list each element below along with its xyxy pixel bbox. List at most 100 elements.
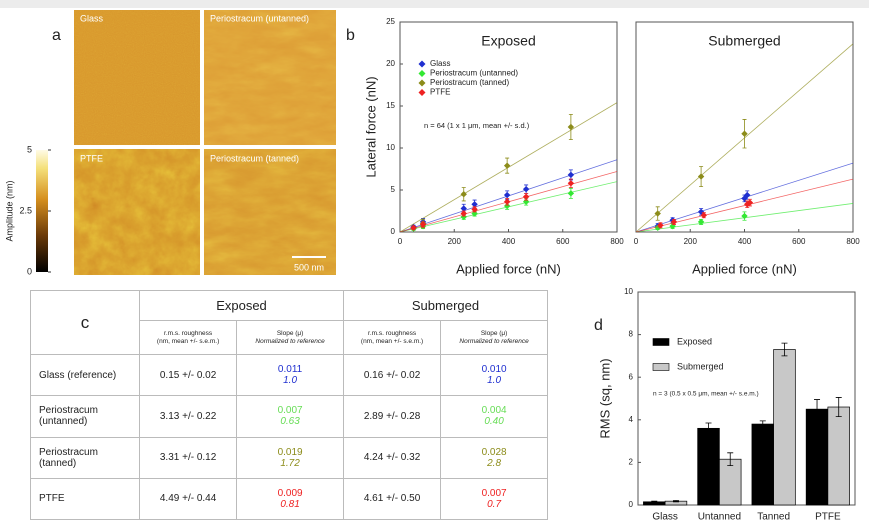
legend-label: Periostracum (tanned) [430, 78, 509, 87]
colorbar [36, 150, 48, 272]
image-label: Periostracum (untanned) [210, 13, 309, 23]
slope-normalized: 0.81 [280, 498, 300, 510]
series-group [636, 43, 853, 232]
slope-cell: 0.004 0.40 [440, 395, 548, 438]
subheader-line: Normalized to reference [459, 337, 529, 345]
x-tick-label: 800 [610, 237, 624, 246]
roughness-cell: 3.13 +/- 0.22 [138, 395, 238, 438]
x-tick-label: 600 [556, 237, 570, 246]
data-point [410, 224, 417, 231]
data-point [657, 222, 664, 229]
bar [805, 408, 829, 506]
x-tick-label: Tanned [757, 512, 790, 523]
afm-texture [204, 149, 336, 275]
row-label: Periostracum (untanned) [30, 395, 140, 438]
x-tick-label: 0 [398, 237, 403, 246]
legend-marker [418, 60, 426, 68]
panel-label: a [52, 27, 61, 44]
header-row: c Exposed Submerged [30, 290, 549, 355]
error-bar [781, 342, 788, 357]
data-point [567, 171, 575, 179]
data-point [460, 205, 467, 212]
series-group [400, 102, 617, 232]
slope-value: 0.028 [481, 446, 507, 458]
slope-cell: 0.019 1.72 [236, 436, 344, 479]
legend-marker [418, 79, 426, 87]
panel-label: d [594, 317, 603, 334]
colorbar-tick-label: 2.5 [19, 205, 32, 215]
x-tick-label: PTFE [815, 512, 841, 523]
x-axis-label: Applied force (nN) [692, 261, 797, 276]
slope-normalized: 0.40 [484, 416, 504, 428]
roughness-cell: 0.16 +/- 0.02 [342, 353, 442, 397]
results-table: c Exposed Submerged r.m.s. roughness (nm, me… [30, 290, 549, 521]
image-label: PTFE [80, 153, 103, 163]
image-label: Periostracum (tanned) [210, 153, 299, 163]
slope-value: 0.019 [277, 446, 303, 458]
roughness-cell: 4.49 +/- 0.44 [138, 477, 238, 521]
y-tick-label: 4 [629, 415, 634, 424]
data-point [741, 130, 748, 137]
afm-texture [74, 149, 200, 275]
slope-cell: 0.011 1.0 [236, 353, 344, 397]
legend-swatch [652, 363, 670, 371]
bar [697, 427, 720, 506]
bar [719, 458, 742, 506]
subheader-row: r.m.s. roughness (nm, mean +/- s.e.m.) Slo… [31, 320, 548, 355]
x-tick-label: 200 [448, 237, 462, 246]
y-tick-label: 10 [386, 143, 395, 152]
error-bar [814, 399, 821, 420]
data-point [522, 193, 530, 200]
roughness-cell: 3.31 +/- 0.12 [138, 436, 238, 479]
data-point [522, 185, 530, 193]
table-row: Glass (reference) 0.15 +/- 0.02 0.011 1.0 0.… [30, 353, 548, 397]
data-point [503, 202, 511, 210]
annotation: n = 64 (1 x 1 μm, mean +/- s.d.) [424, 121, 530, 130]
slope-normalized: 1.72 [280, 457, 300, 469]
subheader-line: Slope (μ) [480, 329, 508, 337]
image-label: Glass [80, 13, 104, 23]
fit-line [636, 178, 853, 232]
legend-label: PTFE [430, 88, 450, 97]
data-point [670, 218, 678, 226]
y-tick-label: 0 [629, 500, 634, 509]
error-bar [759, 420, 766, 428]
x-tick-label: Glass [652, 512, 678, 523]
y-tick-label: 25 [386, 17, 395, 26]
y-axis-label: Lateral force (nN) [363, 76, 378, 177]
slope-normalized: 2.8 [487, 457, 502, 469]
x-tick-label: 400 [738, 237, 752, 246]
data-point [419, 221, 427, 228]
bar [827, 406, 850, 506]
subheader-line: (nm, mean +/- s.e.m.) [156, 337, 220, 345]
legend-label: Submerged [677, 361, 724, 371]
subheader: r.m.s. roughness (nm, mean +/- s.e.m.) [342, 320, 442, 355]
slope-normalized: 0.7 [487, 498, 502, 510]
y-tick-label: 15 [386, 101, 395, 110]
afm-texture [204, 10, 336, 145]
slope-cell: 0.009 0.81 [236, 477, 344, 521]
roughness-cell: 2.89 +/- 0.28 [342, 395, 442, 438]
legend-swatch [652, 338, 670, 346]
group-header: Exposed [139, 290, 344, 321]
roughness-cell: 4.24 +/- 0.32 [342, 436, 442, 479]
row-label: PTFE [30, 477, 140, 521]
error-bar [705, 422, 712, 435]
x-tick-label: 200 [684, 237, 698, 246]
legend-marker [418, 89, 426, 96]
slope-cell: 0.010 1.0 [440, 353, 548, 397]
data-point [471, 206, 478, 213]
annotation: n = 3 (0.5 x 0.5 μm, mean +/- s.e.m.) [653, 391, 759, 398]
afm-texture [74, 10, 200, 145]
y-tick-label: 5 [391, 185, 396, 194]
slope-cell: 0.007 0.63 [236, 395, 344, 438]
roughness-cell: 0.15 +/- 0.02 [138, 353, 238, 397]
data-point [471, 201, 478, 208]
y-tick-label: 6 [629, 372, 634, 381]
data-point [460, 210, 467, 217]
subheader: Slope (μ) Normalized to reference [236, 320, 344, 355]
colorbar-label: Amplitude (nm) [4, 180, 14, 241]
slope-value: 0.004 [481, 405, 507, 417]
slope-cell: 0.028 2.8 [440, 436, 548, 479]
